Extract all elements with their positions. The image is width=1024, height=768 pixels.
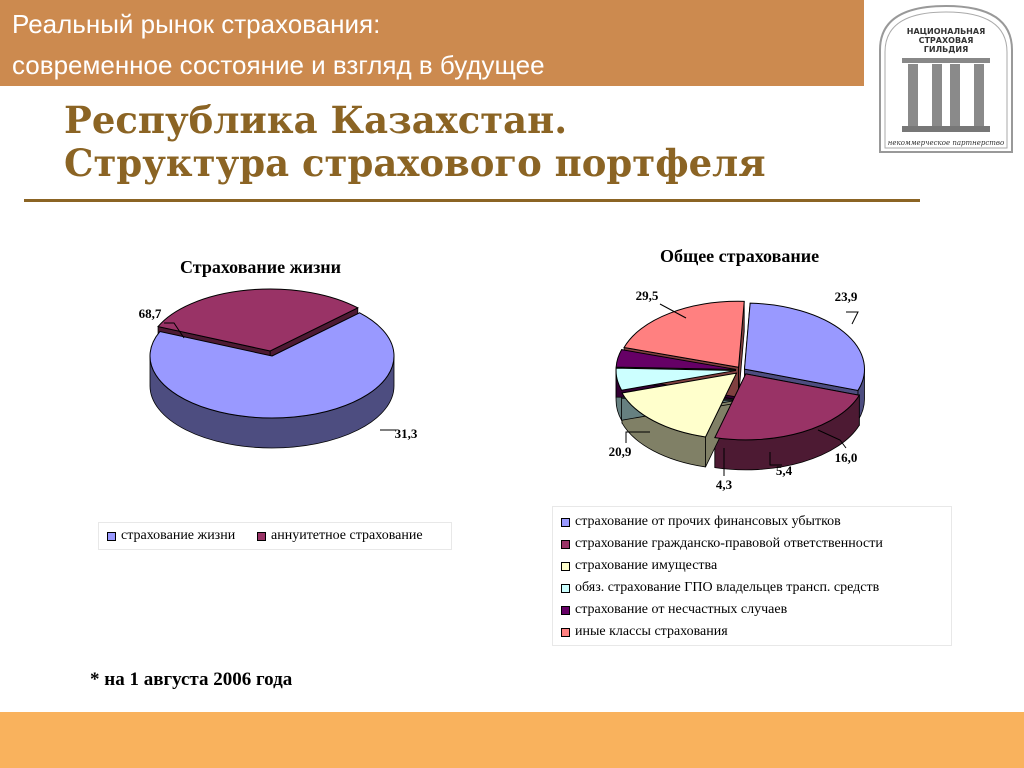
legend-swatch <box>561 562 570 571</box>
legend-life: страхование жизни аннуитетное страховани… <box>98 522 452 550</box>
pie-slice-2 <box>714 373 861 441</box>
legend-general: страхование от прочих финансовых убытков… <box>552 506 952 646</box>
legend-label: аннуитетное страхование <box>271 528 423 543</box>
title-divider <box>24 199 920 202</box>
data-label: 5,4 <box>776 463 793 478</box>
leader-line <box>817 429 847 449</box>
legend-swatch <box>561 540 570 549</box>
data-label: 68,7 <box>139 306 162 321</box>
legend-label: страхование жизни <box>121 528 236 543</box>
data-label: 29,5 <box>636 288 659 303</box>
leader-line <box>769 452 782 466</box>
pie-slice-5 <box>615 349 737 370</box>
legend-label: страхование от прочих финансовых убытков <box>575 514 841 529</box>
logo-text-2: СТРАХОВАЯ <box>919 36 974 45</box>
chart-general-title: Общее страхование <box>660 246 820 266</box>
page-title-line-2: Структура страхового портфеля <box>64 141 766 185</box>
date-footnote: * на 1 августа 2006 года <box>90 669 293 690</box>
leader-line <box>164 322 185 339</box>
data-label: 16,0 <box>835 450 858 465</box>
legend-swatch <box>561 584 570 593</box>
pie-slice-2 <box>157 288 359 352</box>
chart-life-title: Страхование жизни <box>180 257 342 277</box>
data-label: 31,3 <box>395 426 418 441</box>
pie-slice-4 <box>615 367 737 391</box>
legend-label: страхование от несчастных случаев <box>575 602 788 617</box>
header-line-1: Реальный рынок страхования: <box>12 9 381 39</box>
pie-general: 29,5 23,9 16,0 5,4 4,3 20,9 <box>609 288 865 492</box>
header-banner: Реальный рынок страхования: современное … <box>0 0 864 86</box>
logo-subtitle: некоммерческое партнерство <box>888 139 1004 147</box>
guild-logo-image: НАЦИОНАЛЬНАЯ СТРАХОВАЯ ГИЛЬДИЯ некоммерч… <box>879 4 1013 153</box>
logo-text-3: ГИЛЬДИЯ <box>924 45 969 54</box>
legend-swatch <box>561 518 570 527</box>
legend-swatch <box>561 606 570 615</box>
pie-slice-3 <box>621 372 738 438</box>
header-line-2: современное состояние и взгляд в будущее <box>12 50 545 80</box>
legend-swatch <box>561 628 570 637</box>
data-label: 4,3 <box>716 477 733 492</box>
guild-logo: НАЦИОНАЛЬНАЯ СТРАХОВАЯ ГИЛЬДИЯ некоммерч… <box>868 0 1024 156</box>
data-label: 23,9 <box>835 289 858 304</box>
pie-life: 68,7 31,3 <box>139 288 418 449</box>
legend-label: страхование гражданско-правовой ответств… <box>575 536 883 551</box>
legend-label: иные классы страхования <box>575 624 728 639</box>
pie-slice-6 <box>623 300 745 368</box>
pie-slice-1 <box>743 302 865 392</box>
data-label: 20,9 <box>609 444 632 459</box>
pie-slice-1 <box>149 312 395 419</box>
leader-line <box>625 431 650 443</box>
leader-line <box>846 311 859 325</box>
logo-text-1: НАЦИОНАЛЬНАЯ <box>907 27 985 36</box>
legend-label: страхование имущества <box>575 558 718 573</box>
page-title-line-1: Республика Казахстан. <box>64 98 568 142</box>
footer-bar <box>0 712 1024 768</box>
legend-swatch <box>257 532 266 541</box>
leader-line <box>659 303 687 319</box>
legend-label: обяз. страхование ГПО владельцев трансп.… <box>575 580 880 595</box>
legend-swatch <box>107 532 116 541</box>
